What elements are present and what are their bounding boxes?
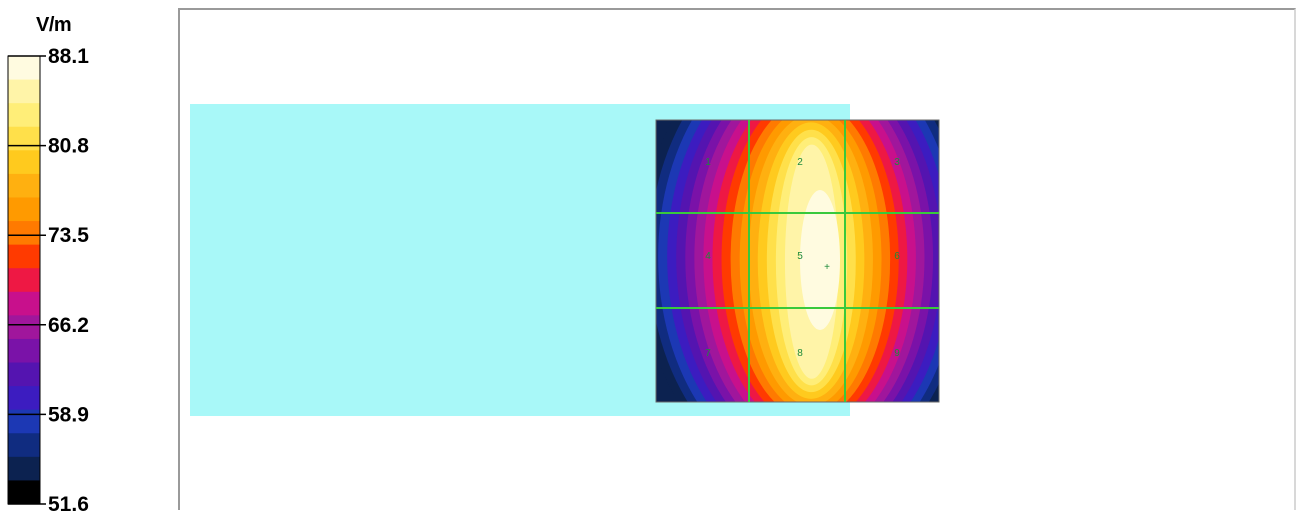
color-band [8,79,40,104]
heatmap-border [655,119,940,403]
color-band [8,126,40,151]
color-band [8,480,40,505]
color-band [8,268,40,293]
color-scale-svg: 88.1 80.8 73.5 66.2 58.9 51.6 [7,45,89,516]
color-scale-tick-label: 73.5 [48,224,89,247]
color-band [8,150,40,175]
color-band [8,433,40,458]
color-band [8,244,40,269]
grid-cell-label: 2 [797,157,803,168]
grid-cell-label: 9 [894,348,900,359]
color-band [8,291,40,316]
color-band [8,456,40,481]
color-band [8,386,40,411]
peak-marker: + [824,262,830,273]
color-scale-legend: V/m 88.1 80.8 73.5 66.2 58.9 51.6 [0,0,160,516]
grid-cell-label: 3 [894,157,900,168]
grid-cell-labels: 1 2 3 4 5 6 7 8 9 [705,157,900,359]
color-band [8,56,40,81]
unit-label: V/m [36,14,72,36]
heatmap-contours [656,120,939,402]
grid-cell-label: 6 [894,251,900,262]
heat-core [800,190,840,330]
color-band [8,362,40,387]
color-scale-tick-label: 80.8 [48,135,89,158]
color-scale-tick-label: 58.9 [48,403,89,426]
color-band [8,221,40,246]
grid-cell-label: 5 [797,251,803,262]
grid-cell-label: 4 [705,251,711,262]
grid-cell-label: 7 [705,348,711,359]
grid-cell-label: 8 [797,348,803,359]
color-band [8,338,40,364]
color-band [8,173,40,198]
color-band [8,315,40,340]
color-scale-tick-label: 51.6 [48,493,89,512]
color-scale-tick-label: 66.2 [48,314,89,337]
color-band [8,197,40,222]
grid-cell-label: 1 [705,157,711,168]
color-scale-tick-label: 88.1 [48,45,89,68]
color-band [8,103,40,128]
grid-lines [656,120,939,402]
